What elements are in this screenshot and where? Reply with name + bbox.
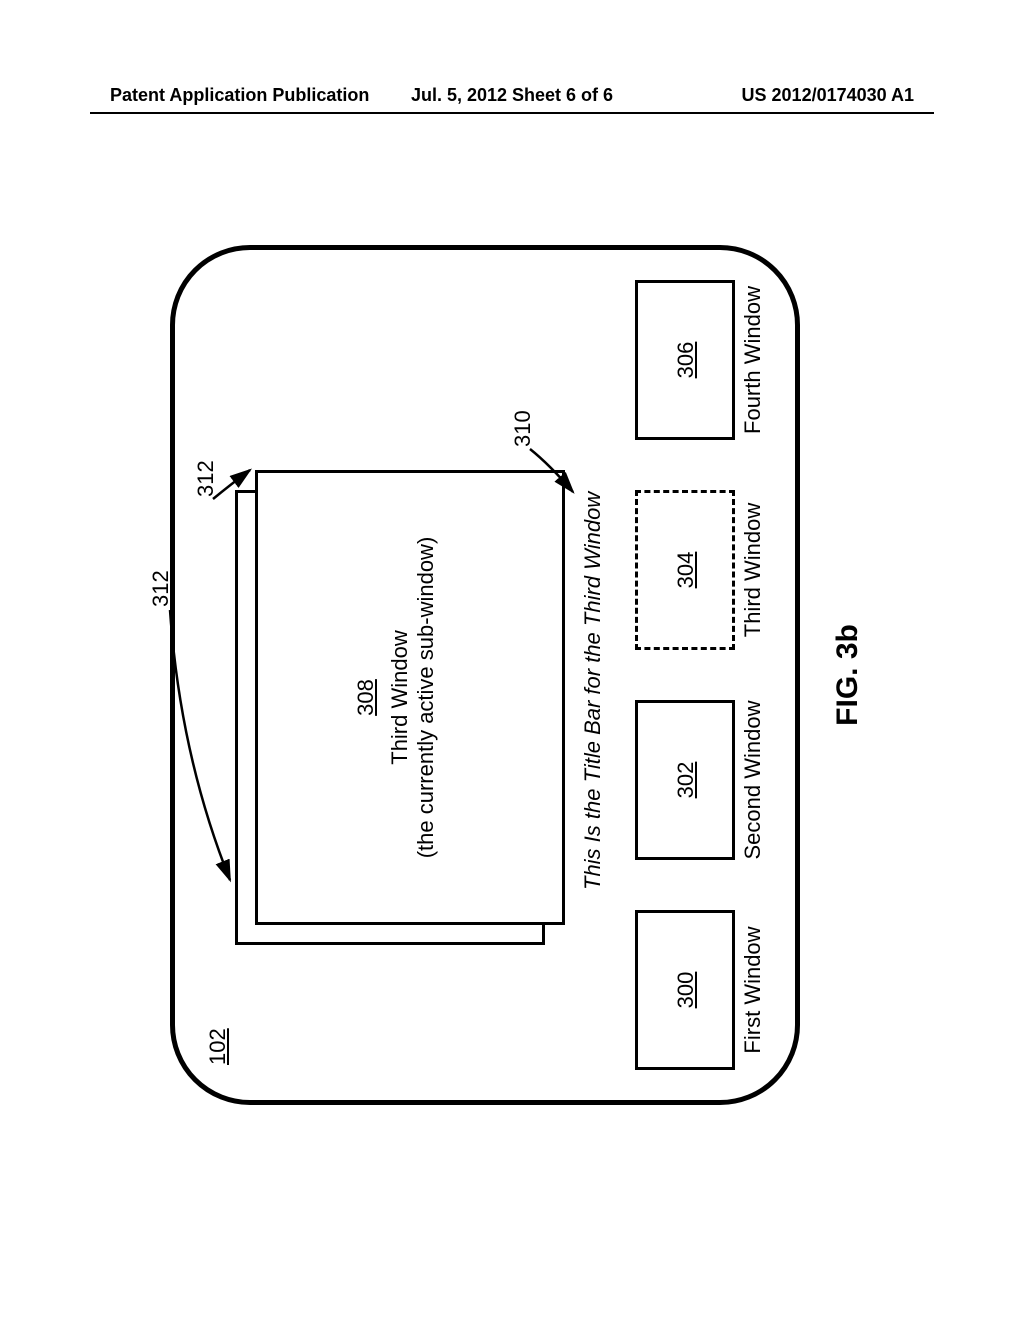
ref-label-310: 310 [510, 410, 536, 447]
header-rule [90, 112, 934, 114]
main-window-subtitle: (the currently active sub-window) [413, 473, 439, 922]
figure-label: FIG. 3b [831, 624, 865, 726]
mini-window-4: 306 Fourth Window [635, 280, 735, 440]
header-center: Jul. 5, 2012 Sheet 6 of 6 [411, 85, 613, 106]
mini-label-4: Fourth Window [740, 286, 766, 434]
device-frame: 102 308 Third Window (the currently acti… [170, 245, 800, 1105]
ref-label-302: 302 [673, 703, 699, 857]
title-bar-text: This Is the Title Bar for the Third Wind… [580, 492, 606, 890]
main-window-title: Third Window [387, 473, 413, 922]
mini-window-2: 302 Second Window [635, 700, 735, 860]
header-right: US 2012/0174030 A1 [742, 85, 914, 106]
ref-label-304: 304 [673, 493, 699, 647]
header-left: Patent Application Publication [110, 85, 369, 106]
mini-label-1: First Window [740, 926, 766, 1053]
ref-label-308: 308 [353, 473, 379, 922]
figure-inner: 102 308 Third Window (the currently acti… [130, 175, 900, 1175]
mini-window-3: 304 Third Window [635, 490, 735, 650]
mini-label-2: Second Window [740, 701, 766, 860]
main-window-front: 308 Third Window (the currently active s… [255, 470, 565, 925]
ref-label-300: 300 [673, 913, 699, 1067]
ref-label-306: 306 [673, 283, 699, 437]
mini-label-3: Third Window [740, 503, 766, 637]
figure-rotated-wrap: 102 308 Third Window (the currently acti… [15, 290, 1015, 1060]
ref-label-102: 102 [205, 1028, 231, 1065]
ref-label-312b: 312 [193, 460, 219, 497]
mini-window-1: 300 First Window [635, 910, 735, 1070]
page: Patent Application Publication Jul. 5, 2… [0, 0, 1024, 1320]
ref-label-312a: 312 [148, 570, 174, 607]
